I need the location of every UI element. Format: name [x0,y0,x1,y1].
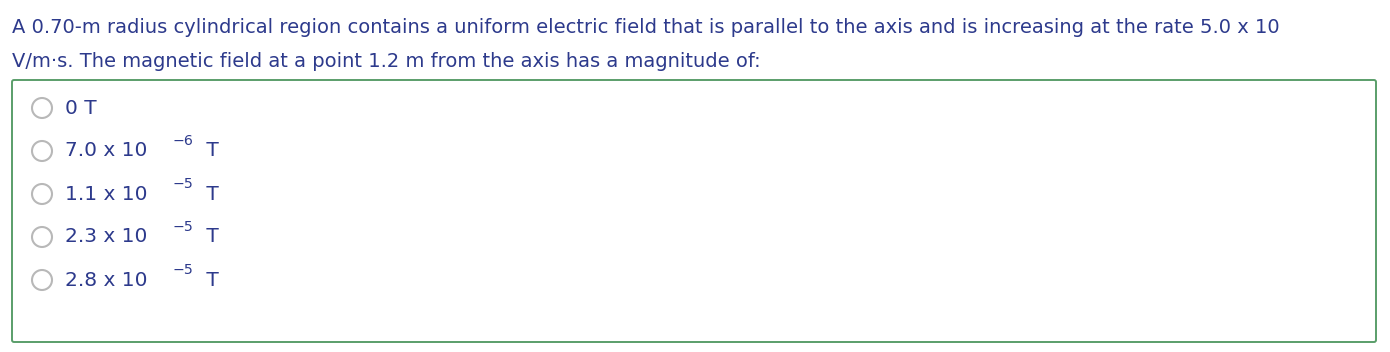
Text: −5: −5 [172,220,193,234]
Text: −5: −5 [172,177,193,191]
Text: V/m·s. The magnetic field at a point 1.2 m from the axis has a magnitude of:: V/m·s. The magnetic field at a point 1.2… [13,52,760,71]
Text: 2.8 x 10: 2.8 x 10 [65,270,147,289]
Text: A 0.70-m radius cylindrical region contains a uniform electric field that is par: A 0.70-m radius cylindrical region conta… [13,18,1280,37]
Text: −6: −6 [172,134,193,148]
Text: 7.0 x 10: 7.0 x 10 [65,142,147,161]
Text: 1.1 x 10: 1.1 x 10 [65,184,147,203]
Text: 0 T: 0 T [65,99,97,118]
Text: 2.3 x 10: 2.3 x 10 [65,227,147,246]
Text: T: T [200,142,220,161]
FancyBboxPatch shape [13,80,1376,342]
Text: −5: −5 [172,263,193,277]
Text: T: T [200,227,220,246]
Text: T: T [200,270,220,289]
Text: T: T [200,184,220,203]
